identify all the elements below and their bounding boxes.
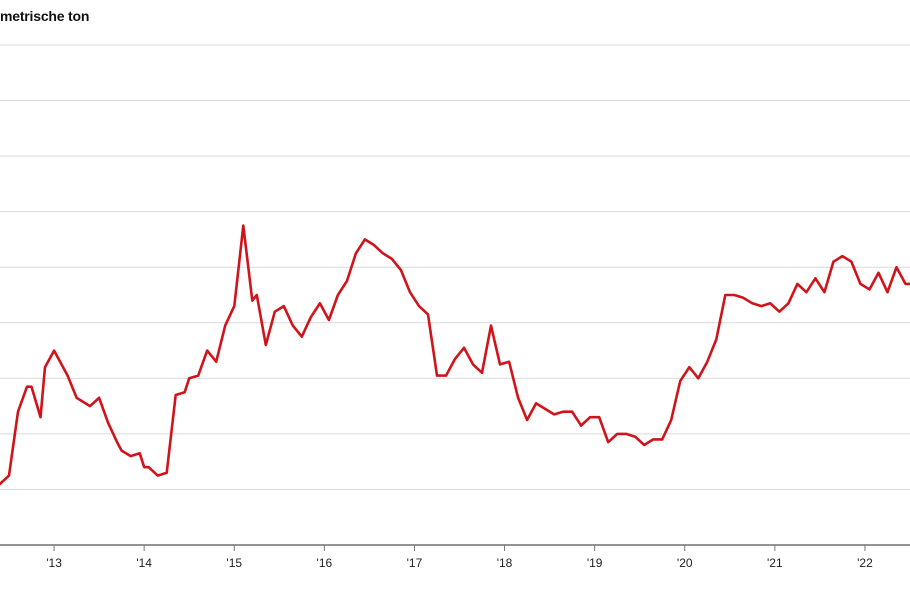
x-tick-label: '18	[497, 556, 513, 570]
x-tick-label: '22	[857, 556, 873, 570]
series-line	[0, 224, 910, 486]
x-tick-label: '17	[407, 556, 423, 570]
gridlines	[0, 44, 910, 490]
x-tick-labels: '13 '14 '15 '16 '17 '18 '19 '20 '21 '22	[46, 545, 873, 570]
x-tick-label: '16	[317, 556, 333, 570]
x-tick-label: '19	[587, 556, 603, 570]
x-tick-label: '20	[677, 556, 693, 570]
series-layer	[0, 224, 910, 486]
x-tick-label: '15	[226, 556, 242, 570]
y-axis-unit-label: metrische ton	[0, 8, 90, 24]
x-tick-label: '21	[767, 556, 783, 570]
x-tick-label: '14	[136, 556, 152, 570]
x-tick-label: '13	[46, 556, 62, 570]
